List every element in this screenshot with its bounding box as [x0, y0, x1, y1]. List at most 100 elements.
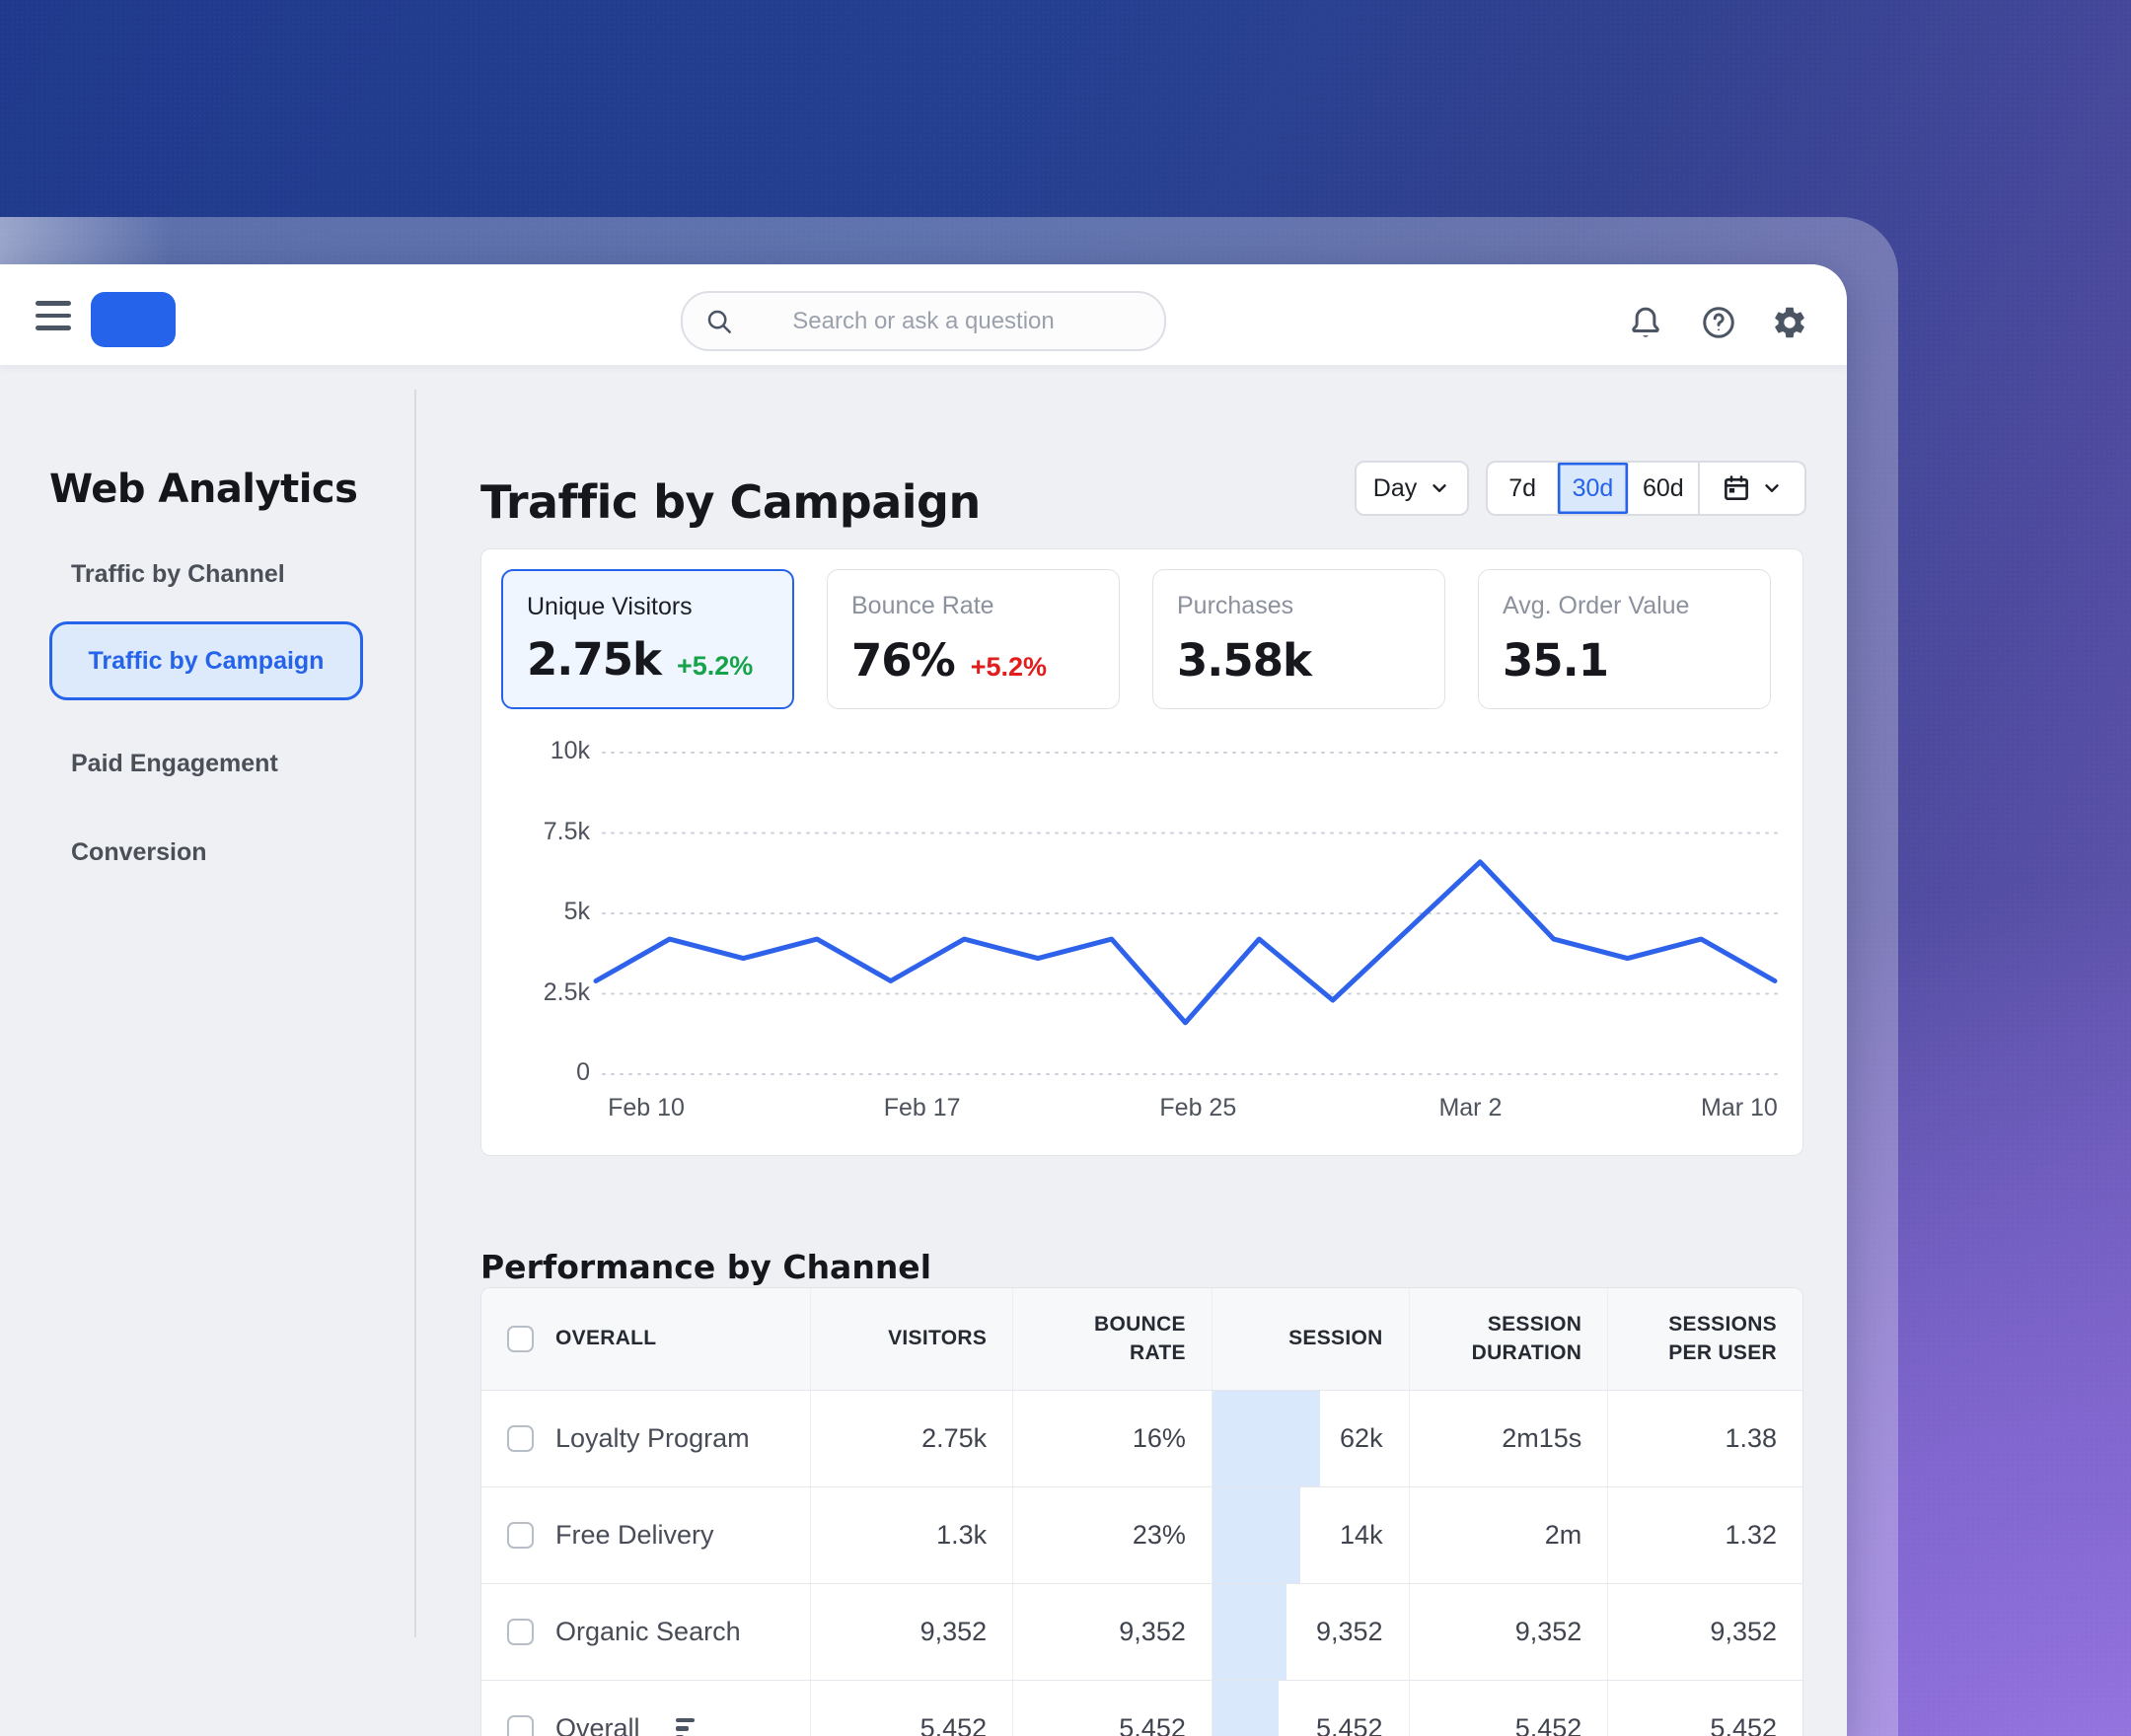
date-picker-button[interactable]: [1700, 461, 1806, 516]
cell-value: 2m: [1544, 1520, 1582, 1550]
cell-sessions-per-user: 1.32: [1607, 1487, 1802, 1583]
menu-button[interactable]: [36, 299, 71, 332]
row-checkbox[interactable]: [507, 1425, 534, 1452]
cell-value: 9,352: [1119, 1617, 1186, 1646]
column-header-label: BOUNCE RATE: [1094, 1313, 1186, 1364]
cell-bounce-rate: 16%: [1012, 1391, 1212, 1486]
settings-button[interactable]: [1770, 304, 1809, 343]
table-row-overall[interactable]: Overall 5,452 5,452 5,452 5,452 5,452: [481, 1681, 1802, 1736]
x-axis-tick: Feb 17: [883, 1094, 961, 1121]
cell-value: 16%: [1132, 1423, 1186, 1453]
row-checkbox[interactable]: [507, 1522, 534, 1549]
kpi-card-avg-order-value[interactable]: Avg. Order Value 35.1: [1478, 569, 1771, 709]
cell-value: 9,352: [1316, 1617, 1383, 1646]
sidebar-item-traffic-by-campaign[interactable]: Traffic by Campaign: [49, 621, 363, 700]
cell-value: 5,452: [1119, 1713, 1186, 1736]
row-label: Free Delivery: [555, 1520, 714, 1550]
cell-value: 9,352: [1514, 1617, 1582, 1646]
kpi-label: Avg. Order Value: [1503, 592, 1690, 619]
session-highlight-band: [1212, 1391, 1321, 1486]
cell-visitors: 1.3k: [810, 1487, 1012, 1583]
cell-visitors: 5,452: [810, 1681, 1012, 1736]
cell-value: 5,452: [1316, 1713, 1383, 1736]
notifications-button[interactable]: [1626, 304, 1665, 343]
y-axis-tick: 5k: [563, 898, 590, 925]
traffic-chart-card: Unique Visitors 2.75k +5.2% Bounce Rate 76% +…: [480, 548, 1803, 1156]
cell-value: 2m15s: [1502, 1423, 1582, 1453]
gear-icon: [1775, 307, 1804, 338]
cell-session: 14k: [1211, 1487, 1409, 1583]
table-section-title: Performance by Channel: [480, 1248, 932, 1286]
column-header-session-duration[interactable]: SESSION DURATION: [1408, 1288, 1608, 1390]
table-row-free-delivery[interactable]: Free Delivery 1.3k 23% 14k 2m 1.32: [481, 1487, 1802, 1584]
sidebar-divider: [414, 390, 416, 1637]
column-header-bounce-rate[interactable]: BOUNCE RATE: [1012, 1288, 1212, 1390]
kpi-card-purchases[interactable]: Purchases 3.58k: [1152, 569, 1445, 709]
interval-dropdown[interactable]: Day: [1355, 461, 1469, 516]
column-header-visitors[interactable]: VISITORS: [810, 1288, 1012, 1390]
logo[interactable]: [91, 292, 176, 347]
y-axis-tick: 7.5k: [543, 817, 590, 845]
cell-value: 1.32: [1725, 1520, 1777, 1550]
chevron-down-icon: [1433, 484, 1446, 492]
cell-visitors: 2.75k: [810, 1391, 1012, 1486]
sidebar-item-paid-engagement[interactable]: Paid Engagement: [71, 750, 278, 777]
session-highlight-band: [1212, 1584, 1287, 1680]
cell-bounce-rate: 23%: [1012, 1487, 1212, 1583]
hamburger-icon: [36, 301, 71, 306]
kpi-card-unique-visitors[interactable]: Unique Visitors 2.75k +5.2%: [501, 569, 794, 709]
cell-value: 2.75k: [921, 1423, 988, 1453]
search-placeholder: Search or ask a question: [792, 307, 1055, 334]
row-label-cell: Overall: [481, 1681, 810, 1736]
row-checkbox[interactable]: [507, 1619, 534, 1645]
x-axis-tick: Feb 10: [608, 1094, 685, 1121]
chevron-down-icon: [1765, 484, 1779, 492]
cell-value: 5,452: [1710, 1713, 1777, 1736]
table-row-loyalty-program[interactable]: Loyalty Program 2.75k 16% 62k 2m15s 1.38: [481, 1391, 1802, 1487]
help-button[interactable]: [1699, 304, 1738, 343]
kpi-label: Purchases: [1177, 592, 1294, 619]
table-row-organic-search[interactable]: Organic Search 9,352 9,352 9,352 9,352 9,352: [481, 1584, 1802, 1681]
column-header-label: SESSIONS PER USER: [1668, 1313, 1777, 1364]
cell-value: 1.38: [1725, 1423, 1777, 1453]
column-header-overall[interactable]: OVERALL: [481, 1288, 810, 1390]
cell-session-duration: 2m15s: [1408, 1391, 1608, 1486]
cell-value: 23%: [1132, 1520, 1186, 1550]
sidebar-item-conversion[interactable]: Conversion: [71, 838, 207, 866]
cell-bounce-rate: 9,352: [1012, 1584, 1212, 1680]
row-label: Loyalty Program: [555, 1423, 750, 1453]
row-checkbox[interactable]: [507, 1715, 534, 1736]
select-all-checkbox[interactable]: [507, 1326, 534, 1352]
sidebar-item-traffic-by-channel[interactable]: Traffic by Channel: [71, 560, 285, 588]
column-header-label: SESSION: [1288, 1327, 1383, 1350]
search-input[interactable]: Search or ask a question: [681, 291, 1166, 351]
cell-value: 5,452: [1514, 1713, 1582, 1736]
column-header-session[interactable]: SESSION: [1211, 1288, 1409, 1390]
session-highlight-band: [1212, 1681, 1280, 1736]
cell-session: 5,452: [1211, 1681, 1409, 1736]
session-highlight-band: [1212, 1487, 1301, 1583]
kpi-delta: +5.2%: [676, 651, 754, 681]
chart-svg: [593, 752, 1778, 1075]
range-button-60d[interactable]: 60d: [1627, 463, 1698, 514]
x-axis-tick: Mar 2: [1438, 1094, 1503, 1121]
kpi-value: 3.58k: [1177, 634, 1312, 687]
bell-icon: [1632, 307, 1659, 337]
cell-value: 14k: [1340, 1520, 1383, 1550]
row-label-cell: Organic Search: [481, 1584, 810, 1680]
y-axis-tick: 10k: [550, 737, 590, 764]
top-bar: Search or ask a question: [0, 264, 1847, 366]
cell-bounce-rate: 5,452: [1012, 1681, 1212, 1736]
cell-value: 5,452: [919, 1713, 988, 1736]
cell-session-duration: 9,352: [1408, 1584, 1608, 1680]
column-header-sessions-per-user[interactable]: SESSIONS PER USER: [1607, 1288, 1802, 1390]
sort-bars-icon[interactable]: [675, 1717, 695, 1736]
range-button-30d[interactable]: 30d: [1557, 463, 1628, 514]
kpi-card-bounce-rate[interactable]: Bounce Rate 76% +5.2%: [827, 569, 1120, 709]
cell-value: 9,352: [919, 1617, 988, 1646]
cell-value: 9,352: [1710, 1617, 1777, 1646]
cell-session: 62k: [1211, 1391, 1409, 1486]
column-header-label: SESSION DURATION: [1471, 1313, 1582, 1364]
kpi-value: 76%: [851, 634, 956, 687]
range-button-7d[interactable]: 7d: [1488, 463, 1557, 514]
